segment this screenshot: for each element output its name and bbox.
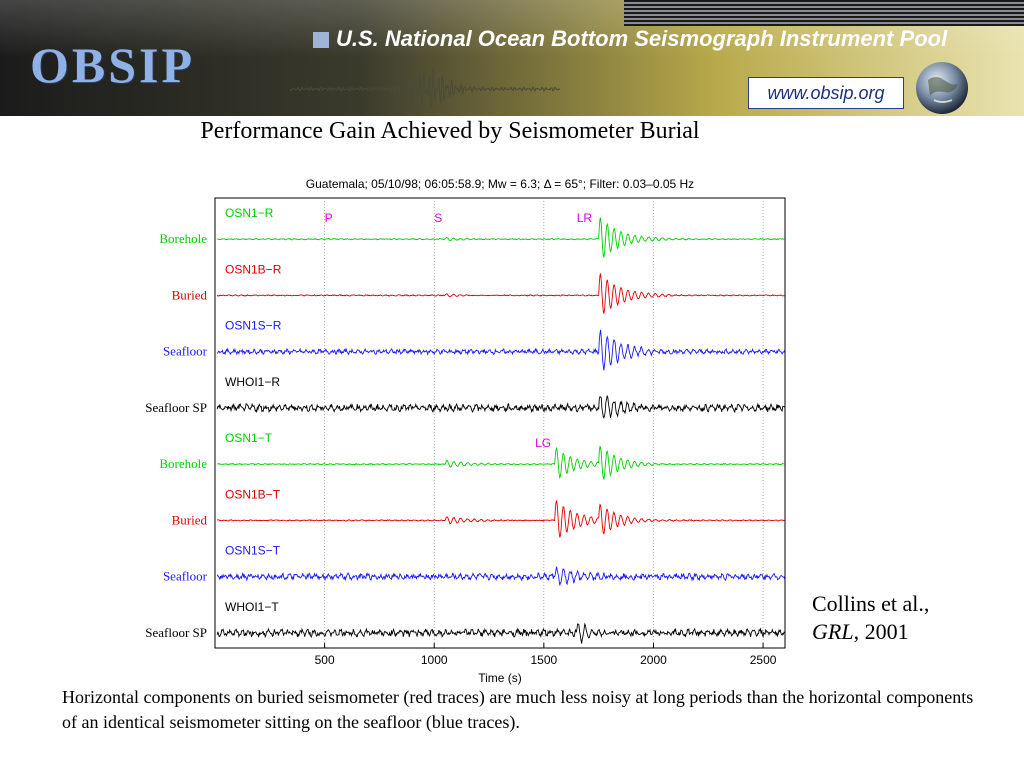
trace-label: OSN1S−T — [225, 544, 281, 558]
x-tick-label: 1500 — [530, 653, 557, 667]
site-label: Borehole — [159, 456, 207, 471]
trace-whoi1-r — [216, 395, 786, 419]
phase-label-lr: LR — [577, 211, 593, 225]
trace-label: OSN1B−R — [225, 262, 282, 276]
trace-label: OSN1−T — [225, 431, 273, 445]
x-tick-label: 500 — [315, 653, 335, 667]
citation-authors: Collins et al., — [812, 591, 930, 616]
x-axis-label: Time (s) — [478, 671, 522, 685]
trace-osn1s-t — [216, 566, 786, 586]
phase-label-p: P — [325, 211, 333, 225]
trace-label: WHOI1−R — [225, 375, 280, 389]
phase-label-s: S — [434, 211, 442, 225]
citation-journal: GRL — [812, 619, 854, 644]
trace-label: OSN1B−T — [225, 487, 281, 501]
trace-osn1-t — [217, 445, 785, 481]
citation-year: , 2001 — [853, 619, 909, 644]
site-label: Buried — [172, 287, 208, 302]
trace-osn1b-t — [216, 500, 785, 538]
trace-osn1s-r — [216, 329, 786, 371]
phase-label-lg: LG — [535, 436, 551, 450]
header-banner: OBSIP U.S. National Ocean Bottom Seismog… — [0, 0, 1024, 116]
seismogram-chart: Guatemala; 05/10/98; 06:05:58.9; Mw = 6.… — [145, 177, 786, 685]
trace-whoi1-t — [216, 622, 785, 644]
site-label: Borehole — [159, 231, 207, 246]
citation: Collins et al., GRL, 2001 — [812, 590, 929, 646]
plot-frame — [214, 197, 786, 649]
figure-caption: Horizontal components on buried seismome… — [62, 687, 974, 732]
trace-label: OSN1S−R — [225, 319, 282, 333]
trace-osn1b-r — [216, 272, 785, 314]
trace-label: WHOI1−T — [225, 600, 279, 614]
site-label: Seafloor SP — [145, 400, 207, 415]
citation-ref: GRL, 2001 — [812, 618, 929, 646]
globe-icon — [916, 62, 968, 114]
banner-stripes — [624, 0, 1024, 26]
x-tick-label: 1000 — [421, 653, 448, 667]
page-title: Performance Gain Achieved by Seismometer… — [200, 118, 700, 144]
x-tick-label: 2500 — [750, 653, 777, 667]
site-label: Seafloor — [163, 569, 208, 584]
banner-title: U.S. National Ocean Bottom Seismograph I… — [336, 26, 948, 51]
site-label: Buried — [172, 512, 208, 527]
site-label: Seafloor — [163, 344, 208, 359]
bullet-square-icon — [313, 32, 329, 48]
chart-title: Guatemala; 05/10/98; 06:05:58.9; Mw = 6.… — [306, 177, 694, 191]
x-tick-label: 2000 — [640, 653, 667, 667]
obsip-logo: OBSIP — [30, 37, 196, 93]
trace-label: OSN1−R — [225, 206, 274, 220]
trace-osn1-r — [217, 217, 785, 259]
site-label: Seafloor SP — [145, 625, 207, 640]
website-link[interactable]: www.obsip.org — [748, 77, 904, 109]
seismogram-logo-icon — [290, 68, 561, 110]
